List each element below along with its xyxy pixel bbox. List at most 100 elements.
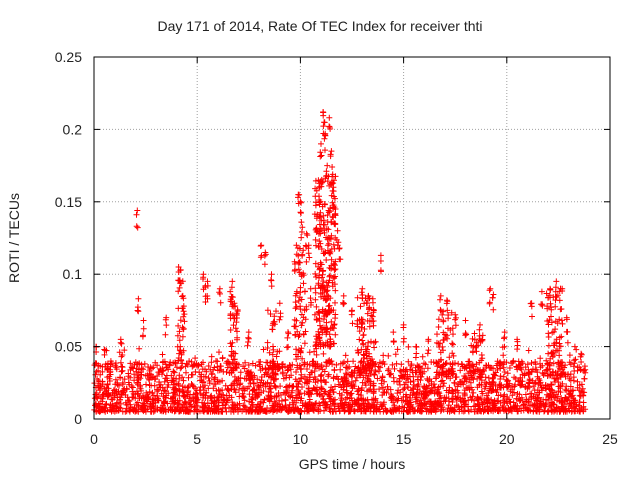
data-point [272,400,279,407]
data-point [298,234,305,241]
data-point [469,335,476,342]
data-point [410,385,417,392]
data-point [437,408,444,415]
data-point [295,333,302,340]
data-point [253,392,260,399]
data-point [469,386,476,393]
data-point [134,307,141,314]
data-point [140,317,147,324]
data-point [560,406,567,413]
data-point [134,224,141,231]
data-point [134,388,140,395]
data-point [283,389,290,396]
data-point [320,350,327,357]
data-point [533,397,540,404]
data-point [279,370,286,377]
data-point [332,315,339,322]
data-point [550,360,557,367]
data-point [322,132,329,139]
data-point [266,349,273,356]
data-point [119,408,126,415]
data-point [315,328,322,335]
data-point [516,397,523,404]
data-point [276,401,283,408]
data-point [268,283,275,290]
data-point [470,403,477,410]
data-point [268,271,275,278]
data-point [162,395,169,401]
data-point [501,359,508,365]
data-point [315,406,322,413]
data-point [333,361,340,368]
data-point [520,407,527,414]
data-point [580,367,587,374]
data-point [169,395,176,402]
data-point [217,299,224,306]
data-point [476,359,483,366]
data-point [471,330,478,337]
data-point [520,402,527,409]
data-point [302,400,309,407]
data-point [401,404,408,411]
data-point [303,230,310,237]
data-point [230,303,237,310]
data-point [519,397,526,403]
y-tick-label: 0.25 [55,49,82,65]
data-point [266,373,272,380]
data-point [294,394,301,401]
data-point [556,340,563,347]
data-point [150,364,157,371]
data-point [454,383,461,390]
data-point [204,282,211,289]
data-point [475,367,482,374]
data-point [474,395,481,402]
data-point [417,377,424,384]
data-point [175,288,182,295]
data-point [140,325,147,332]
data-point [178,280,185,287]
data-point [161,378,168,385]
data-point [298,296,305,303]
data-point [293,242,300,249]
data-point [400,397,407,404]
data-point [110,406,116,413]
data-point [547,359,553,366]
data-point [246,391,253,398]
data-point [305,245,312,252]
data-point [284,367,291,374]
data-point [319,283,326,290]
data-point [297,347,304,354]
data-point [186,395,193,402]
data-point [449,387,455,394]
data-point [207,395,214,402]
data-point [330,274,337,281]
data-point [448,404,454,411]
data-point [571,403,578,410]
data-point [131,361,138,368]
data-point [301,288,308,295]
data-point [130,365,137,372]
data-point [160,358,167,365]
data-point [500,364,507,371]
data-point [292,331,299,338]
data-point [331,366,338,373]
data-point [241,397,248,404]
data-point [506,407,513,414]
data-point [155,397,162,404]
data-point [101,346,108,353]
data-point [137,375,144,382]
data-point [104,381,111,387]
data-point [292,266,298,273]
data-point [344,389,351,396]
data-point [312,296,319,303]
data-point [102,347,108,354]
data-point [326,360,333,367]
data-point [265,365,272,372]
data-point [192,395,199,402]
data-point [394,390,401,397]
data-point [366,350,373,357]
data-point [556,297,563,304]
data-point [293,290,300,297]
data-point [552,379,558,385]
data-point [257,379,264,386]
